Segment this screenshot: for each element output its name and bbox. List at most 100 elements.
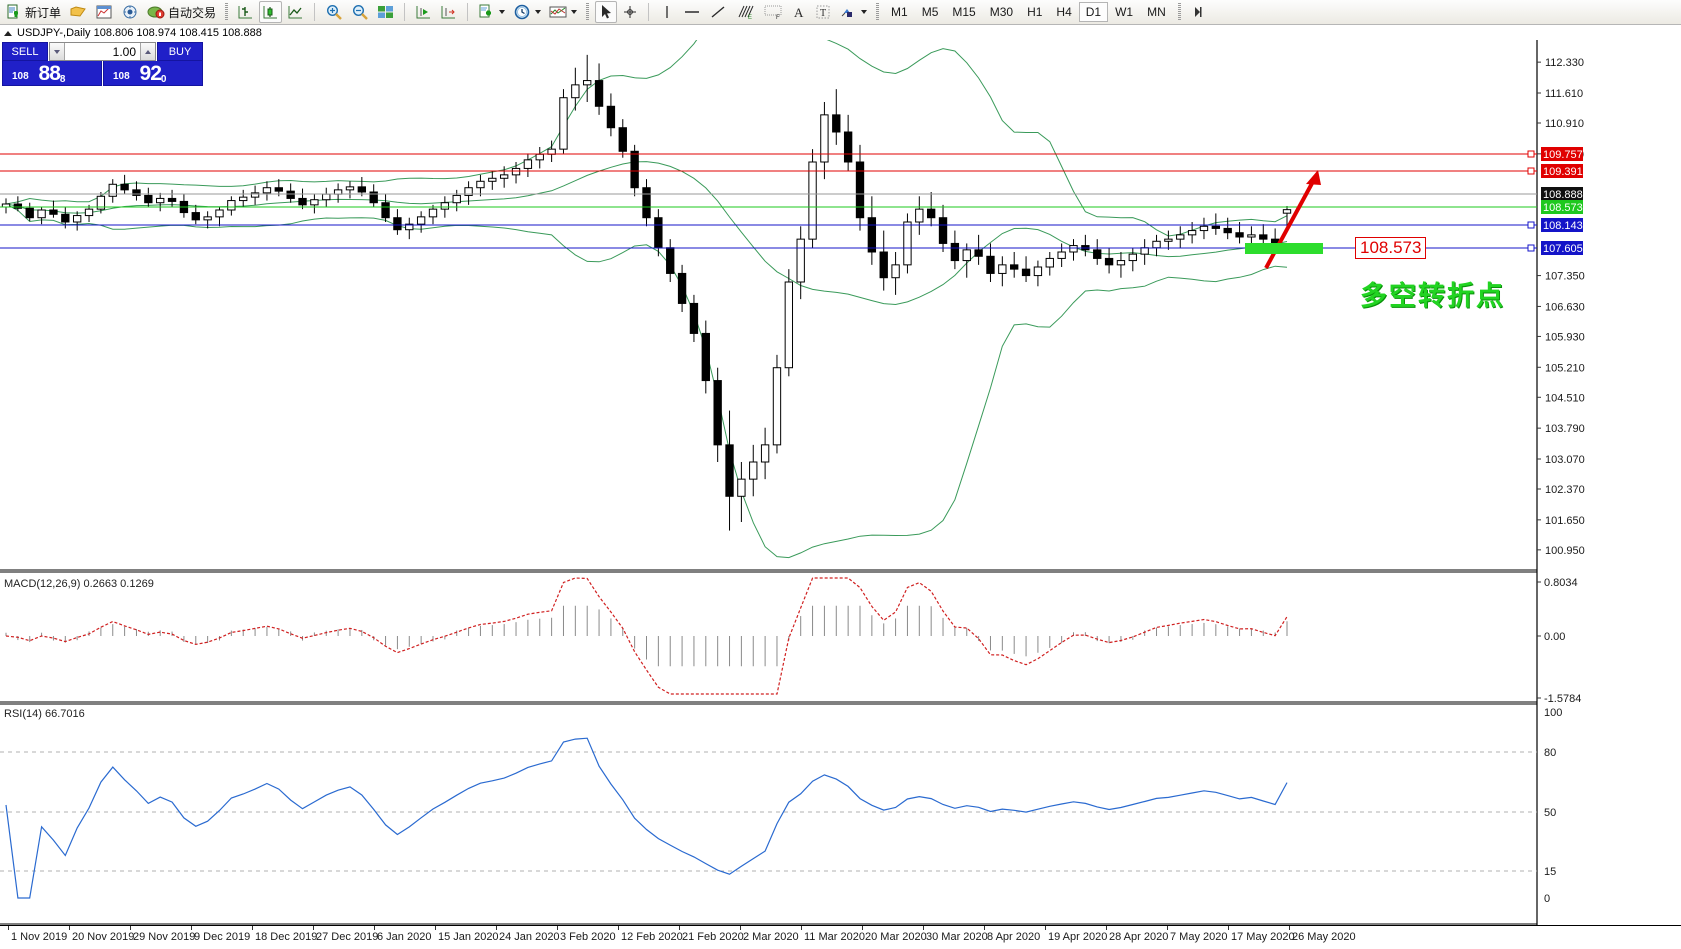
date-axis: 1 Nov 2019 20 Nov 2019 29 Nov 2019 9 Dec 20… bbox=[0, 925, 1681, 949]
svg-text:109.391: 109.391 bbox=[1543, 166, 1583, 178]
timeframe-h1[interactable]: H1 bbox=[1027, 5, 1043, 19]
timeframe-mn[interactable]: MN bbox=[1147, 5, 1166, 19]
date-tick bbox=[1045, 926, 1046, 930]
date-tick-label: 11 Mar 2020 bbox=[804, 931, 865, 943]
collapse-triangle-icon[interactable] bbox=[4, 30, 12, 36]
svg-text:15: 15 bbox=[1544, 866, 1556, 878]
bar-chart-icon[interactable] bbox=[234, 1, 257, 23]
line-chart-icon[interactable] bbox=[284, 1, 307, 23]
svg-text:105.930: 105.930 bbox=[1545, 331, 1585, 343]
buy-price-display[interactable]: 108 92 0 bbox=[103, 61, 203, 86]
scroll-right-icon[interactable] bbox=[1187, 1, 1209, 23]
timeframe-h4[interactable]: H4 bbox=[1056, 5, 1072, 19]
new-order-button[interactable]: 新订单 bbox=[3, 1, 64, 23]
autotrade-button[interactable]: 自动交易 bbox=[144, 1, 219, 23]
svg-text:-1.5784: -1.5784 bbox=[1544, 693, 1581, 705]
svg-text:F: F bbox=[776, 15, 780, 20]
tile-windows-icon[interactable] bbox=[374, 1, 397, 23]
date-tick bbox=[923, 926, 924, 930]
sell-price-display[interactable]: 108 88 8 bbox=[2, 61, 102, 86]
date-tick bbox=[679, 926, 680, 930]
period-icon[interactable] bbox=[510, 1, 544, 23]
timeframe-m5[interactable]: M5 bbox=[921, 5, 939, 19]
symbol-info-text: USDJPY-,Daily 108.806 108.974 108.415 10… bbox=[17, 27, 262, 39]
profiles-icon[interactable] bbox=[66, 1, 90, 23]
date-tick-label: 21 Feb 2020 bbox=[682, 931, 744, 943]
svg-text:112.330: 112.330 bbox=[1545, 57, 1584, 69]
auto-scroll-icon[interactable] bbox=[412, 1, 435, 23]
chart-area[interactable]: 112.330111.610110.910110.190107.350106.6… bbox=[0, 40, 1681, 925]
chevron-up-icon bbox=[145, 49, 151, 54]
toolbar-separator bbox=[401, 2, 408, 22]
zoom-out-icon[interactable] bbox=[348, 1, 372, 23]
svg-text:107.350: 107.350 bbox=[1545, 271, 1585, 283]
fibo-fan-icon[interactable]: F bbox=[760, 1, 786, 23]
text-label-icon[interactable]: T bbox=[812, 1, 834, 23]
horizontal-line-icon[interactable] bbox=[680, 1, 704, 23]
date-tick bbox=[8, 926, 9, 930]
chevron-down-icon[interactable] bbox=[535, 10, 542, 14]
buy-button[interactable]: BUY bbox=[157, 42, 203, 61]
indicators-icon[interactable] bbox=[546, 1, 580, 23]
volume-stepper[interactable] bbox=[49, 42, 156, 61]
candlestick-chart-icon[interactable] bbox=[259, 1, 283, 23]
timeframe-d1[interactable]: D1 bbox=[1078, 2, 1109, 22]
sell-price-point: 8 bbox=[59, 74, 66, 85]
toolbar-separator bbox=[311, 2, 318, 22]
volume-input[interactable] bbox=[65, 43, 140, 60]
vertical-line-icon[interactable] bbox=[656, 1, 678, 23]
volume-increment-button[interactable] bbox=[140, 43, 155, 60]
date-tick-label: 7 May 2020 bbox=[1170, 931, 1228, 943]
date-tick-label: 24 Jan 2020 bbox=[499, 931, 560, 943]
chevron-down-icon[interactable] bbox=[861, 10, 868, 14]
trendline-icon[interactable] bbox=[706, 1, 730, 23]
timeframe-m15[interactable]: M15 bbox=[952, 5, 976, 19]
toolbar-separator bbox=[645, 2, 652, 22]
timeframe-w1[interactable]: W1 bbox=[1115, 5, 1134, 19]
svg-text:100: 100 bbox=[1544, 707, 1562, 719]
buy-price-integer: 108 bbox=[113, 71, 130, 82]
date-tick bbox=[496, 926, 497, 930]
date-tick-label: 26 May 2020 bbox=[1292, 931, 1356, 943]
sell-price-integer: 108 bbox=[12, 71, 29, 82]
svg-text:111.610: 111.610 bbox=[1545, 88, 1583, 100]
timeframe-m30[interactable]: M30 bbox=[989, 5, 1014, 19]
autotrade-label: 自动交易 bbox=[168, 5, 217, 20]
cursor-icon[interactable] bbox=[595, 1, 618, 23]
one-click-trading-panel[interactable]: SELL BUY 108 88 8 108 92 0 bbox=[2, 42, 203, 86]
text-icon[interactable]: A bbox=[788, 1, 810, 23]
svg-text:108.573: 108.573 bbox=[1543, 202, 1583, 214]
date-tick bbox=[1106, 926, 1107, 930]
buy-price-big: 92 bbox=[139, 62, 162, 85]
buy-price-point: 0 bbox=[160, 74, 167, 85]
price-chart-canvas[interactable]: 112.330111.610110.910110.190107.350106.6… bbox=[0, 40, 1681, 925]
date-tick-label: 20 Mar 2020 bbox=[865, 931, 927, 943]
chevron-down-icon[interactable] bbox=[571, 10, 578, 14]
svg-text:104.510: 104.510 bbox=[1545, 392, 1585, 404]
market-watch-icon[interactable] bbox=[92, 1, 116, 23]
zoom-in-icon[interactable] bbox=[322, 1, 346, 23]
toolbar-separator bbox=[464, 2, 471, 22]
new-chart-icon[interactable] bbox=[475, 1, 508, 23]
crosshair-icon[interactable] bbox=[619, 1, 641, 23]
chinese-annotation-text: 多空转折点 bbox=[1360, 281, 1505, 312]
svg-text:103.070: 103.070 bbox=[1545, 454, 1585, 466]
date-tick bbox=[557, 926, 558, 930]
date-tick-label: 17 May 2020 bbox=[1231, 931, 1295, 943]
fibonacci-icon[interactable]: E bbox=[732, 1, 758, 23]
timeframe-m1[interactable]: M1 bbox=[891, 5, 908, 19]
svg-text:109.757: 109.757 bbox=[1543, 149, 1583, 161]
svg-text:E: E bbox=[748, 15, 752, 20]
date-tick bbox=[618, 926, 619, 930]
chevron-down-icon[interactable] bbox=[499, 10, 506, 14]
shapes-icon[interactable] bbox=[836, 1, 870, 23]
date-tick-label: 20 Nov 2019 bbox=[72, 931, 135, 943]
chart-shift-icon[interactable] bbox=[437, 1, 460, 23]
macd-indicator-label: MACD(12,26,9) 0.2663 0.1269 bbox=[3, 578, 155, 590]
volume-decrement-button[interactable] bbox=[50, 43, 65, 60]
sell-button[interactable]: SELL bbox=[2, 42, 48, 61]
green-zone-highlight bbox=[1245, 243, 1323, 254]
svg-text:80: 80 bbox=[1544, 747, 1556, 759]
date-tick bbox=[313, 926, 314, 930]
navigator-icon[interactable] bbox=[118, 1, 142, 23]
